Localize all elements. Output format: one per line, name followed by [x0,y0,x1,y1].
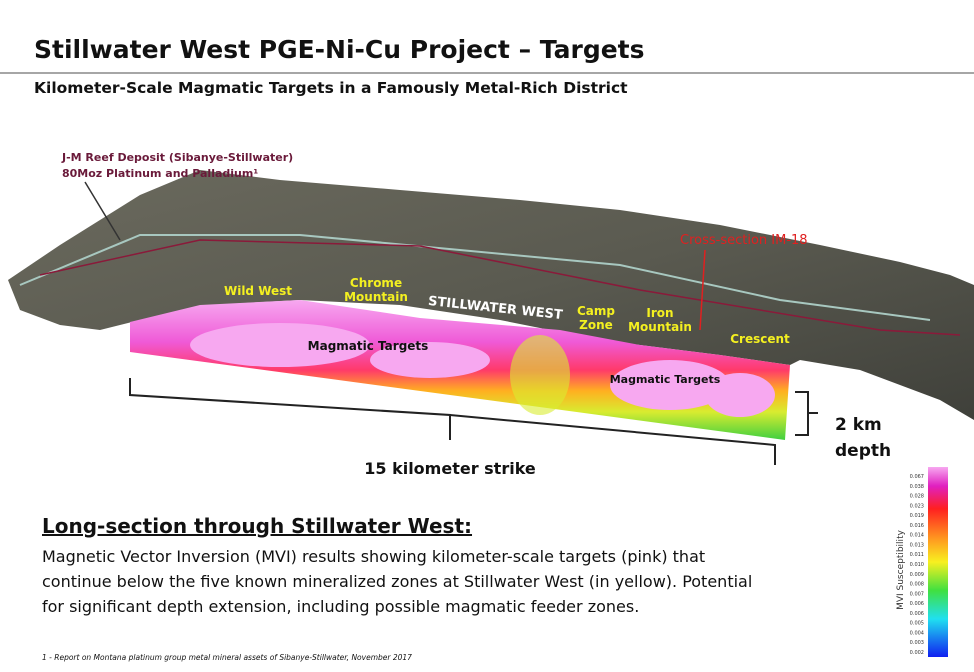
callout-line [84,181,121,241]
colorbar-tick-label: 0.013 [910,542,924,548]
colorbar-tick-label: 0.016 [910,523,924,529]
footnote: 1 - Report on Montana platinum group met… [42,653,412,662]
target-blob [610,360,730,410]
body-heading: Long-section through Stillwater West: [42,514,472,538]
target-blob [370,342,490,378]
target-label: Magmatic Targets [610,373,721,386]
colorbar-tick-label: 0.010 [910,562,924,568]
depth-bracket [795,391,818,436]
terrain [8,170,974,420]
colorbar-tick-label: 0.006 [910,601,924,607]
colorbar-tick-label: 0.028 [910,494,924,500]
title: Stillwater West PGE-Ni-Cu Project – Targ… [34,35,645,64]
strike-label: 15 kilometer strike [364,459,536,478]
low-zone [510,335,570,415]
cross-section-callout: Cross-section IM-18 [680,233,808,248]
colorbar-tick-label: 0.002 [910,650,924,656]
colorbar-tick-label: 0.014 [910,533,924,539]
colorbar-tick-label: 0.004 [910,630,924,636]
colorbar [928,467,948,657]
zone-label: Crescent [730,332,790,346]
colorbar-tick-label: 0.038 [910,484,924,490]
callout-line [699,249,706,331]
zone-label: Mountain [628,320,692,334]
zone-label: Iron [646,306,673,320]
colorbar-tick-label: 0.023 [910,503,924,509]
zone-label: Mountain [344,290,408,304]
colorbar-tick-label: 0.011 [910,552,924,558]
colorbar-tick-label: 0.007 [910,591,924,597]
colorbar-tick-label: 0.003 [910,640,924,646]
colorbar-title: MVI Susceptibility [896,529,906,610]
strike-bracket [129,378,776,465]
zone-label: Chrome [350,276,402,290]
colorbar-tick-label: 0.067 [910,474,924,480]
colorbar-tick-label: 0.019 [910,513,924,519]
zone-label: Camp [577,304,615,318]
colorbar-tick-label: 0.009 [910,572,924,578]
depth-label: depth [835,441,891,461]
target-blob [190,323,370,367]
body-line: for significant depth extension, includi… [42,597,639,616]
zone-label: Zone [579,318,613,332]
zone-label: Wild West [224,284,292,298]
body-line: continue below the five known mineralize… [42,572,752,591]
claim-boundary [19,234,931,321]
body-line: Magnetic Vector Inversion (MVI) results … [42,547,705,566]
colorbar-tick-label: 0.008 [910,582,924,588]
reef-trace [39,239,961,336]
colorbar-tick-label: 0.006 [910,611,924,617]
depth-label: 2 km [835,415,882,435]
deposit-callout: J-M Reef Deposit (Sibanye-Stillwater) [61,151,293,164]
subtitle: Kilometer-Scale Magmatic Targets in a Fa… [34,79,628,97]
colorbar-tick-label: 0.005 [910,621,924,627]
target-label: Magmatic Targets [308,339,429,353]
target-blob [705,373,775,417]
deposit-callout: 80Moz Platinum and Palladium¹ [62,167,258,180]
